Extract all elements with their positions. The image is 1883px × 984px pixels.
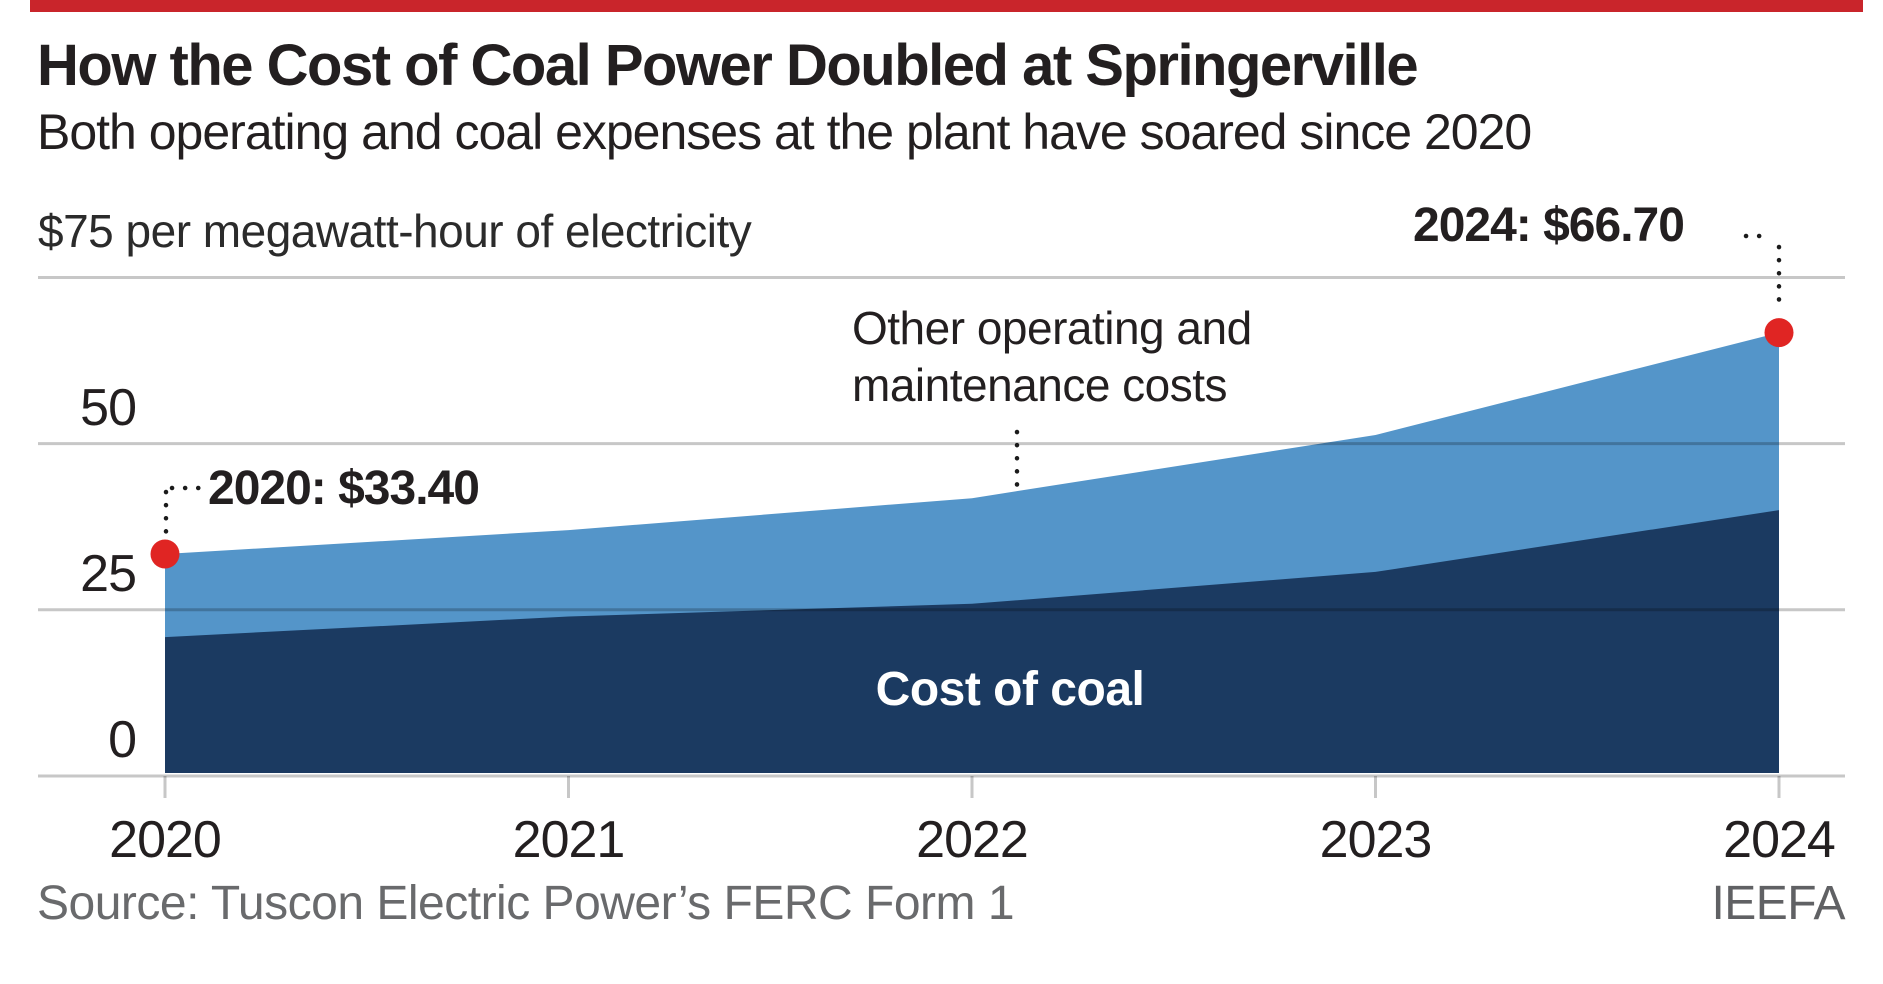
data-point-marker-2024 [1764,318,1794,348]
y-axis-unit-label: $75 per megawatt-hour of electricity [38,205,752,257]
source-attribution: Source: Tuscon Electric Power’s FERC For… [37,877,1015,930]
x-axis-label-2020: 2020 [109,811,222,869]
page-subtitle: Both operating and coal expenses at the … [37,104,1532,160]
publisher-credit: IEEFA [1711,877,1845,930]
data-point-marker-2020 [150,539,180,569]
y-axis-label-50: 50 [80,378,137,437]
series-label-other-line1: Other operating and [852,302,1252,354]
y-axis-label-25: 25 [80,544,137,603]
x-axis-label-2022: 2022 [916,811,1029,869]
y-axis-label-0: 0 [108,711,137,769]
x-axis-label-2023: 2023 [1319,811,1433,869]
x-axis-label-2024: 2024 [1723,811,1836,869]
series-label-other-costs: Other operating and maintenance costs [852,300,1252,414]
area-cost-of-coal [165,510,1779,773]
annotation-2024-value: 2024: $66.70 [1413,199,1685,252]
accent-bar [30,0,1863,12]
series-label-cost-of-coal: Cost of coal [875,663,1145,716]
x-axis-label-2021: 2021 [512,811,626,869]
series-label-other-line2: maintenance costs [852,359,1228,412]
annotation-2020-value: 2020: $33.40 [208,462,480,515]
page-title: How the Cost of Coal Power Doubled at Sp… [37,33,1419,98]
